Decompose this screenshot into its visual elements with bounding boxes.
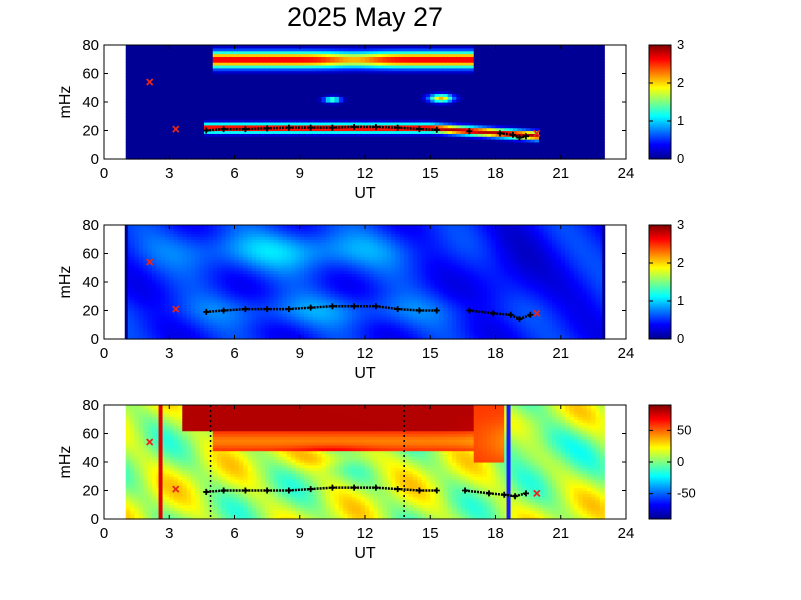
x-tick-label-5: 15 bbox=[422, 525, 439, 542]
y-tick-label-3: 60 bbox=[82, 246, 99, 263]
colorbar-tick-label-0: 50 bbox=[677, 422, 691, 437]
x-tick-label-3: 9 bbox=[296, 165, 304, 182]
y-tick-label-0: 0 bbox=[91, 331, 99, 348]
y-axis-label: mHz bbox=[57, 266, 74, 299]
colorbar-tick-label-2: 2 bbox=[677, 255, 684, 270]
colorbar-tick-label-0: 0 bbox=[677, 151, 684, 166]
red-marker-2 bbox=[533, 129, 541, 137]
colorbar-gradient bbox=[648, 44, 672, 160]
y-axis-label: mHz bbox=[57, 86, 74, 119]
y-tick-label-3: 60 bbox=[82, 426, 99, 443]
red-marker-0 bbox=[146, 438, 154, 446]
frequency-track-line bbox=[206, 486, 527, 498]
red-marker-0 bbox=[146, 78, 154, 86]
y-tick-label-0: 0 bbox=[91, 511, 99, 528]
red-marker-0 bbox=[146, 258, 154, 266]
x-tick-label-4: 12 bbox=[357, 345, 374, 362]
x-tick-label-6: 18 bbox=[487, 525, 504, 542]
x-tick-label-7: 21 bbox=[552, 345, 569, 362]
x-axis-label: UT bbox=[354, 365, 376, 382]
y-tick-label-0: 0 bbox=[91, 151, 99, 168]
y-tick-label-4: 80 bbox=[82, 37, 99, 54]
x-tick-label-4: 12 bbox=[357, 165, 374, 182]
figure-title: 2025 May 27 bbox=[286, 2, 444, 32]
y-tick-label-4: 80 bbox=[82, 217, 99, 234]
colorbar-tick-label-1: 1 bbox=[677, 293, 684, 308]
x-tick-label-2: 6 bbox=[230, 525, 238, 542]
y-axis-label: mHz bbox=[57, 446, 74, 479]
colorbar-tick-label-1: 1 bbox=[677, 113, 684, 128]
colorbar: 0 1 2 3 bbox=[648, 217, 684, 346]
colorbar-tick-label-3: 3 bbox=[677, 37, 684, 52]
heatmap-field bbox=[124, 225, 606, 340]
red-marker-1 bbox=[172, 305, 180, 313]
x-tick-label-1: 3 bbox=[165, 165, 173, 182]
colorbar-tick-label-2: -50 bbox=[677, 486, 696, 501]
red-marker-1 bbox=[172, 125, 180, 133]
track-point-12 bbox=[466, 128, 473, 135]
x-tick-label-6: 18 bbox=[487, 345, 504, 362]
x-tick-label-3: 9 bbox=[296, 345, 304, 362]
colorbar-tick-label-2: 2 bbox=[677, 75, 684, 90]
x-tick-label-1: 3 bbox=[165, 525, 173, 542]
panel-3: 0 3 6 9 12 15 18 21 24 0 20 40 60 80 UT mHz 50 0 -50 bbox=[57, 397, 696, 562]
y-tick-label-2: 40 bbox=[82, 454, 99, 471]
x-tick-label-2: 6 bbox=[230, 165, 238, 182]
heatmap-field bbox=[125, 405, 605, 520]
colorbar: 0 1 2 3 bbox=[648, 37, 684, 166]
y-tick-label-1: 20 bbox=[82, 483, 99, 500]
x-tick-label-0: 0 bbox=[100, 165, 108, 182]
x-axis-label: UT bbox=[354, 545, 376, 562]
x-axis-label: UT bbox=[354, 185, 376, 202]
y-tick-label-3: 60 bbox=[82, 66, 99, 83]
x-tick-label-2: 6 bbox=[230, 345, 238, 362]
colorbar-tick-label-0: 0 bbox=[677, 331, 684, 346]
x-tick-label-0: 0 bbox=[100, 525, 108, 542]
x-tick-label-3: 9 bbox=[296, 525, 304, 542]
y-tick-label-1: 20 bbox=[82, 123, 99, 140]
colorbar: 50 0 -50 bbox=[648, 404, 696, 520]
x-tick-label-8: 24 bbox=[618, 345, 635, 362]
colorbar-tick-label-3: 3 bbox=[677, 217, 684, 232]
x-tick-label-5: 15 bbox=[422, 165, 439, 182]
colorbar-gradient bbox=[648, 224, 672, 340]
x-tick-label-8: 24 bbox=[618, 165, 635, 182]
red-marker-1 bbox=[172, 485, 180, 493]
frequency-track-line bbox=[206, 125, 527, 139]
y-tick-label-2: 40 bbox=[82, 94, 99, 111]
x-tick-label-0: 0 bbox=[100, 345, 108, 362]
x-tick-label-7: 21 bbox=[552, 165, 569, 182]
y-tick-label-2: 40 bbox=[82, 274, 99, 291]
y-tick-label-4: 80 bbox=[82, 397, 99, 414]
x-tick-label-4: 12 bbox=[357, 525, 374, 542]
x-tick-label-1: 3 bbox=[165, 345, 173, 362]
frequency-track-line bbox=[206, 304, 531, 321]
red-marker-2 bbox=[533, 489, 541, 497]
red-marker-2 bbox=[533, 309, 541, 317]
x-tick-label-6: 18 bbox=[487, 165, 504, 182]
colorbar-tick-label-1: 0 bbox=[677, 454, 684, 469]
x-tick-label-7: 21 bbox=[552, 525, 569, 542]
y-tick-label-1: 20 bbox=[82, 303, 99, 320]
x-tick-label-5: 15 bbox=[422, 345, 439, 362]
heatmap-field bbox=[125, 45, 605, 160]
x-tick-label-8: 24 bbox=[618, 525, 635, 542]
